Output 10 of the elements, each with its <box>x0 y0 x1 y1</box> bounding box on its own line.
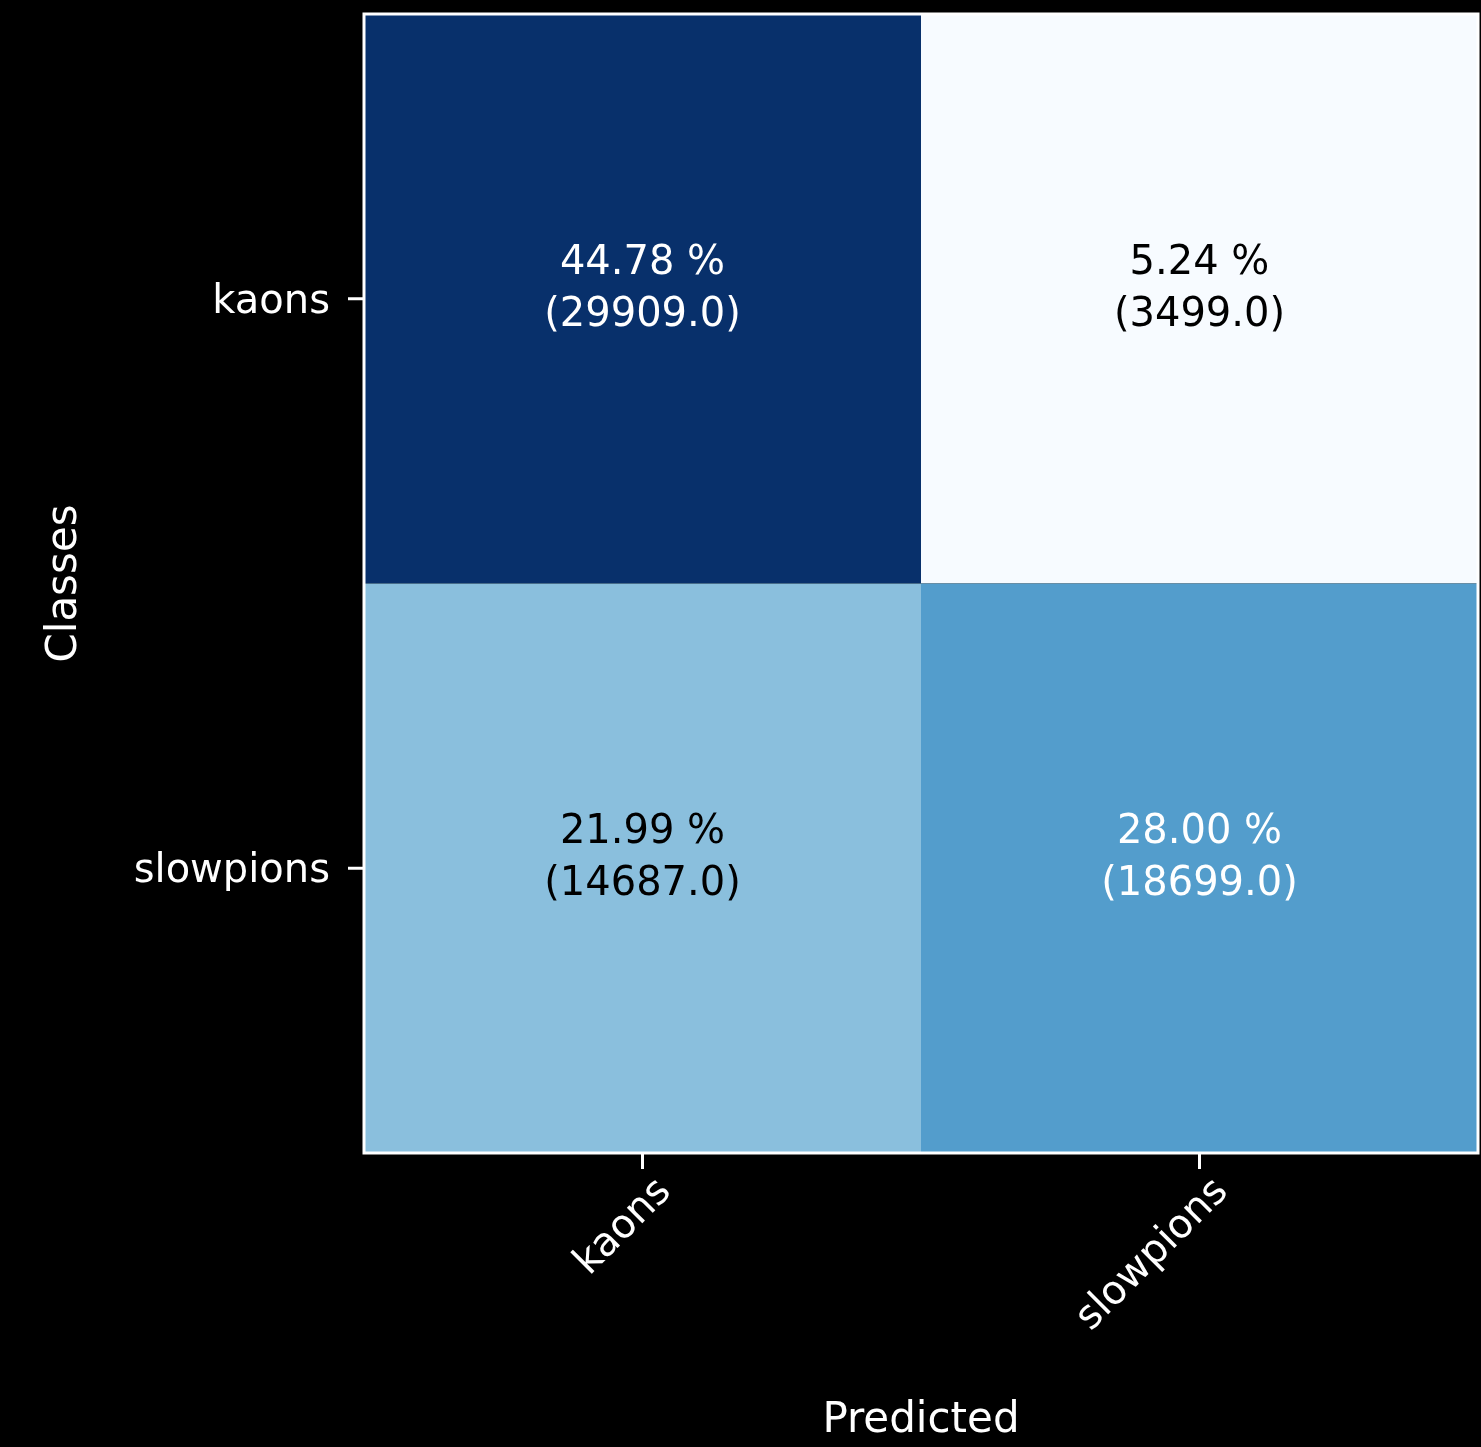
annotation: (14687.0) <box>544 858 741 905</box>
data-label: 21.99 % <box>559 806 726 853</box>
data-label: 5.24 % <box>1129 236 1270 283</box>
annotation: (3499.0) <box>1113 288 1286 335</box>
annotation: (18699.0) <box>1101 858 1298 905</box>
data-label: 28.00 % <box>1116 806 1283 853</box>
data-label: 44.78 % <box>559 236 726 283</box>
y-axis-title: Classes <box>37 504 86 663</box>
annotation: (29909.0) <box>544 288 741 335</box>
x-axis-title: Predicted <box>822 1393 1020 1442</box>
